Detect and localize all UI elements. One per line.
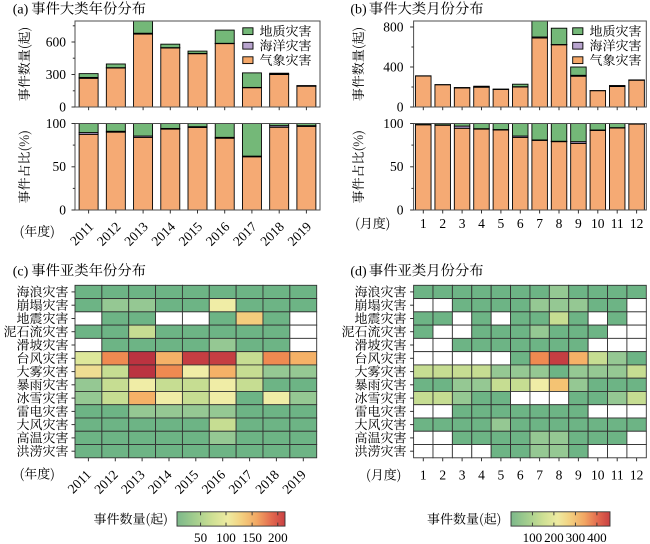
- svg-text:0: 0: [59, 100, 66, 115]
- svg-text:50: 50: [194, 530, 208, 544]
- svg-text:12: 12: [630, 468, 644, 483]
- svg-text:3: 3: [459, 216, 466, 231]
- svg-text:(c): (c): [13, 264, 29, 279]
- svg-text:0: 0: [59, 203, 66, 218]
- svg-text:400: 400: [587, 530, 607, 544]
- svg-text:5: 5: [498, 468, 505, 483]
- svg-text:400: 400: [383, 60, 404, 75]
- svg-text:150: 150: [242, 530, 262, 544]
- svg-text:11: 11: [611, 216, 624, 231]
- svg-text:8: 8: [556, 216, 563, 231]
- svg-text:200: 200: [268, 530, 288, 544]
- svg-text:1: 1: [420, 468, 427, 483]
- svg-text:12: 12: [630, 216, 644, 231]
- svg-text:(a): (a): [13, 3, 29, 18]
- svg-text:6: 6: [517, 468, 524, 483]
- svg-text:11: 11: [611, 468, 624, 483]
- svg-text:100: 100: [216, 530, 236, 544]
- svg-text:7: 7: [536, 216, 543, 231]
- svg-text:(b): (b): [350, 3, 367, 18]
- svg-text:300: 300: [566, 530, 586, 544]
- svg-text:8: 8: [556, 468, 563, 483]
- svg-text:3: 3: [459, 468, 466, 483]
- svg-text:800: 800: [383, 20, 404, 35]
- svg-text:300: 300: [46, 67, 67, 82]
- svg-text:100: 100: [523, 530, 543, 544]
- svg-text:0: 0: [397, 203, 404, 218]
- svg-text:50: 50: [53, 159, 67, 174]
- svg-text:4: 4: [478, 216, 485, 231]
- svg-text:100: 100: [46, 116, 67, 131]
- svg-text:9: 9: [575, 468, 582, 483]
- svg-text:50: 50: [390, 159, 404, 174]
- svg-text:2: 2: [439, 468, 446, 483]
- svg-text:5: 5: [498, 216, 505, 231]
- svg-text:6: 6: [517, 216, 524, 231]
- svg-text:0: 0: [397, 100, 404, 115]
- svg-text:200: 200: [544, 530, 564, 544]
- svg-text:600: 600: [46, 35, 67, 50]
- svg-text:1: 1: [420, 216, 427, 231]
- svg-text:7: 7: [536, 468, 543, 483]
- svg-text:10: 10: [591, 216, 605, 231]
- svg-text:10: 10: [591, 468, 605, 483]
- svg-text:100: 100: [383, 116, 404, 131]
- svg-text:(d): (d): [350, 264, 367, 279]
- svg-text:9: 9: [575, 216, 582, 231]
- svg-text:4: 4: [478, 468, 485, 483]
- svg-text:2: 2: [439, 216, 446, 231]
